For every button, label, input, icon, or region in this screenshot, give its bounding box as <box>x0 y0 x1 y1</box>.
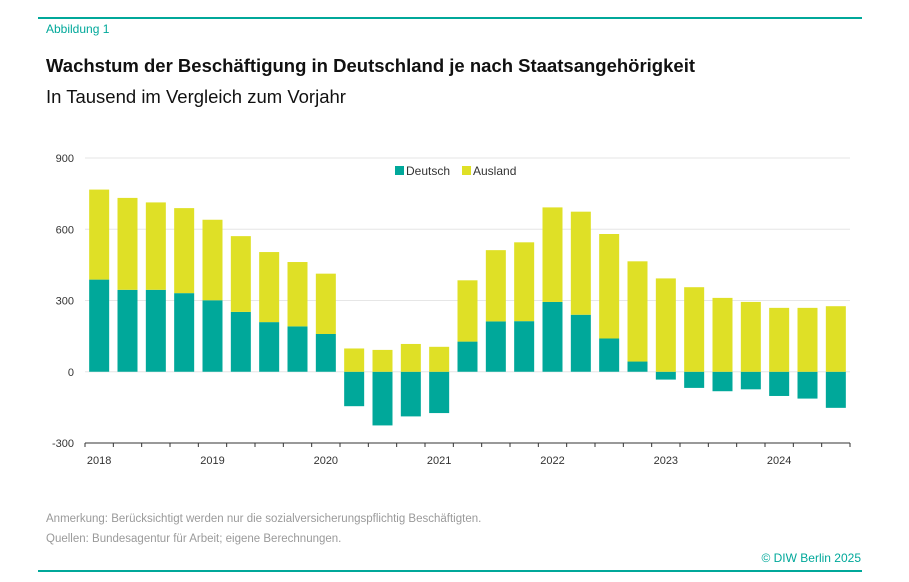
bar-deutsch <box>117 289 138 372</box>
bar-ausland <box>627 261 648 362</box>
bar-ausland <box>740 301 761 372</box>
bar-ausland <box>372 349 393 372</box>
bar-ausland <box>174 208 195 294</box>
bar-deutsch <box>287 326 308 372</box>
bar-deutsch <box>684 371 705 388</box>
bar-deutsch <box>230 311 251 372</box>
bar-ausland <box>825 306 846 372</box>
bar-ausland <box>89 189 110 280</box>
bar-deutsch <box>825 371 846 408</box>
y-tick-label: 900 <box>56 153 74 165</box>
bar-ausland <box>655 278 676 372</box>
remark-note: Anmerkung: Berücksichtigt werden nur die… <box>46 513 482 525</box>
bar-deutsch <box>514 321 535 372</box>
bar-deutsch <box>570 314 591 372</box>
sources-note: Quellen: Bundesagentur für Arbeit; eigen… <box>46 533 342 545</box>
bar-ausland <box>287 262 308 327</box>
bar-ausland <box>514 242 535 322</box>
bar-ausland <box>712 297 733 372</box>
bar-deutsch <box>145 289 166 372</box>
y-tick-label: 0 <box>68 367 74 379</box>
legend-label-ausland: Ausland <box>473 164 516 178</box>
x-tick-label: 2018 <box>87 455 111 467</box>
bar-deutsch <box>542 301 563 372</box>
bar-ausland <box>315 273 336 334</box>
bar-ausland <box>684 287 705 372</box>
bar-ausland <box>400 343 421 372</box>
bar-deutsch <box>344 371 365 407</box>
y-tick-label: 600 <box>56 224 74 236</box>
bar-deutsch <box>457 341 478 372</box>
bar-deutsch <box>372 371 393 426</box>
bar-deutsch <box>712 371 733 392</box>
figure-label: Abbildung 1 <box>46 22 110 36</box>
bar-deutsch <box>259 322 280 372</box>
bar-deutsch <box>627 361 648 372</box>
bar-deutsch <box>740 371 761 390</box>
x-tick-label: 2020 <box>314 455 338 467</box>
stacked-bar-chart: 900 600 300 0 -300 2018 2019 2020 2021 2022 2023 20… <box>52 153 851 467</box>
bar-ausland <box>797 307 818 372</box>
bar-deutsch <box>429 371 450 414</box>
x-tick-label: 2019 <box>200 455 224 467</box>
bar-ausland <box>457 280 478 342</box>
bar-deutsch <box>202 300 223 372</box>
bar-deutsch <box>174 293 195 372</box>
bar-ausland <box>599 234 620 339</box>
bar-deutsch <box>769 371 790 396</box>
legend-swatch-deutsch <box>395 166 404 175</box>
bar-ausland <box>344 348 365 372</box>
top-rule <box>38 17 862 19</box>
x-tick-label: 2024 <box>767 455 791 467</box>
bar-ausland <box>145 202 166 290</box>
x-tick-label: 2023 <box>654 455 678 467</box>
bar-ausland <box>117 197 138 290</box>
bar-ausland <box>230 236 251 312</box>
chart-subtitle: In Tausend im Vergleich zum Vorjahr <box>46 86 346 107</box>
copyright: © DIW Berlin 2025 <box>761 551 861 565</box>
legend-swatch-ausland <box>462 166 471 175</box>
chart-title: Wachstum der Beschäftigung in Deutschlan… <box>46 55 695 76</box>
legend-label-deutsch: Deutsch <box>406 164 450 178</box>
y-tick-label: 300 <box>56 296 74 308</box>
x-tick-label: 2022 <box>540 455 564 467</box>
bar-deutsch <box>797 371 818 399</box>
bar-deutsch <box>485 321 506 372</box>
bar-deutsch <box>315 333 336 372</box>
y-tick-label: -300 <box>52 438 74 450</box>
bar-deutsch <box>655 371 676 380</box>
x-tick-label: 2021 <box>427 455 451 467</box>
bar-ausland <box>259 252 280 323</box>
bar-ausland <box>202 219 223 301</box>
bar-ausland <box>570 211 591 315</box>
bottom-rule <box>38 570 862 572</box>
bar-ausland <box>769 307 790 372</box>
bar-ausland <box>429 346 450 372</box>
bar-deutsch <box>89 279 110 372</box>
bar-ausland <box>485 250 506 322</box>
bar-deutsch <box>599 338 620 372</box>
bar-deutsch <box>400 371 421 417</box>
bar-ausland <box>542 207 563 302</box>
